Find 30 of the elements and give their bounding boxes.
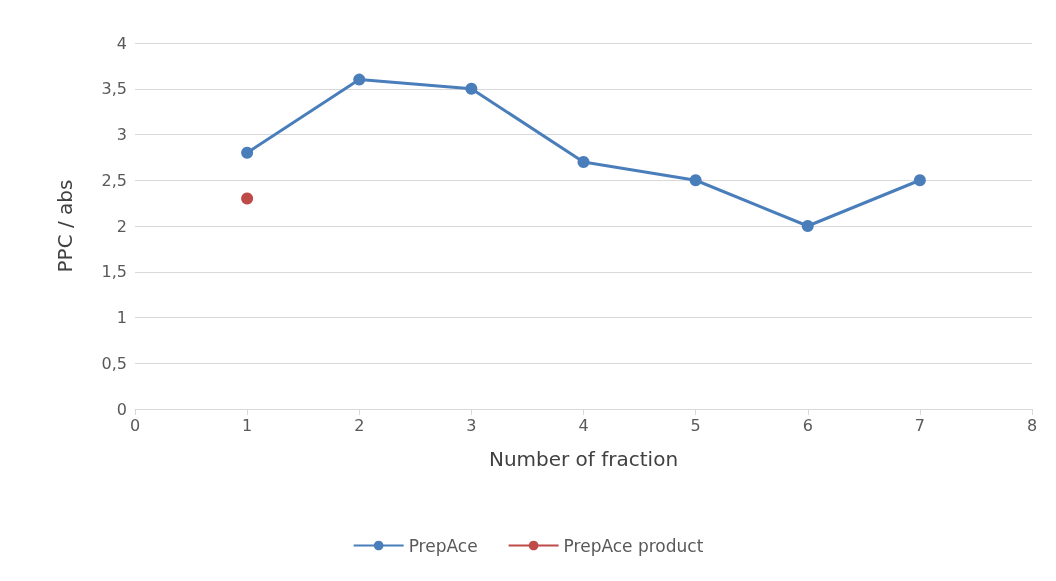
point	[465, 82, 478, 95]
y-tick-label: 4	[116, 33, 127, 53]
y-tick-label: 2	[116, 216, 127, 236]
x-tick-label: 0	[129, 415, 141, 435]
point	[353, 73, 366, 86]
y-tick-label: 3,5	[101, 79, 127, 99]
y-tick-label: 0	[116, 399, 127, 419]
y-tick-label: 3	[116, 125, 127, 144]
x-tick-label: 8	[1026, 415, 1038, 435]
x-tick-label: 6	[802, 415, 813, 435]
point	[913, 174, 926, 187]
x-tick-label: 7	[914, 415, 925, 435]
y-tick-label: 1	[116, 308, 127, 327]
point	[801, 220, 814, 232]
y-tick-label: 1,5	[101, 262, 127, 282]
legend-label: PrepAce product	[563, 535, 704, 556]
point	[689, 174, 702, 187]
x-tick-label: 1	[242, 415, 253, 435]
point	[241, 192, 254, 205]
x-tick-label: 4	[578, 415, 589, 435]
x-tick-label: 5	[690, 415, 701, 435]
y-tick-label: 2,5	[101, 170, 127, 190]
point	[577, 155, 590, 168]
y-tick-label: 0,5	[101, 353, 127, 373]
x-tick-label: 3	[466, 415, 477, 435]
legend-label: PrepAce	[408, 535, 478, 556]
y-axis-title: PPC / abs	[53, 179, 77, 273]
point	[241, 146, 254, 159]
x-axis-title: Number of fraction	[488, 447, 679, 471]
x-tick-label: 2	[354, 415, 365, 435]
